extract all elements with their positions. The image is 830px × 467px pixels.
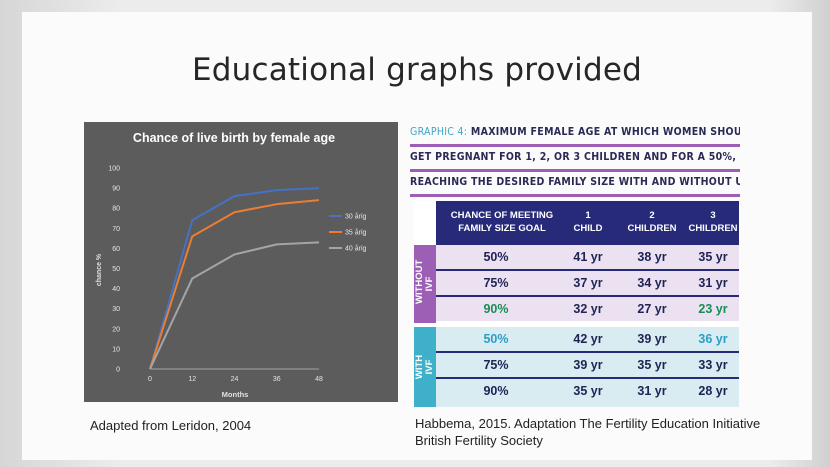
age-table: CHANCE OF MEETING FAMILY SIZE GOAL 1 CHI… [414,201,739,407]
chart-svg: Chance of live birth by female age chanc… [96,131,367,399]
y-tick-label: 0 [116,367,120,374]
header-col1: 1 CHILD [558,209,618,235]
chart-axes: 0 10 20 30 40 50 60 70 80 90 100 0 12 24 36 48 [108,166,323,384]
group-with-ivf-label: WITH IVF [414,354,435,380]
infographic-title-line-3: REACHING THE DESIRED FAMILY SIZE WITH AN… [410,172,740,197]
caption-right: Habbema, 2015. Adaptation The Fertility … [415,415,815,449]
infographic-title-prefix: GRAPHIC 4: [410,126,468,138]
chart-title: Chance of live birth by female age [133,131,335,145]
group-without-ivf: WITHOUT IVF [414,245,436,323]
x-tick-label: 24 [231,376,239,383]
y-tick-label: 90 [112,186,120,193]
legend-label: 40 årig [345,245,367,253]
y-tick-label: 20 [112,326,120,333]
table-row: 90% 32 yr 27 yr 23 yr [436,297,739,325]
x-tick-label: 12 [188,376,196,383]
row-pct: 90% [483,302,509,316]
table-row: 90% 35 yr 31 yr 28 yr [436,379,739,407]
series-line [149,187,320,370]
chart-series-lines [149,187,320,370]
row-col3: 28 yr [698,384,728,398]
header-col1-num: 1 [585,210,591,221]
header-col2-num: 2 [649,210,655,221]
y-tick-label: 10 [112,346,120,353]
slide: Educational graphs provided Chance of li… [22,12,812,460]
row-pct: 50% [483,332,509,346]
row-col1: 42 yr [573,332,603,346]
row-col2: 38 yr [637,250,667,264]
caption-left: Adapted from Leridon, 2004 [90,418,252,433]
group-without-ivf-label: WITHOUT IVF [414,259,435,304]
infographic-title-text-1: MAXIMUM FEMALE AGE AT WHICH WOMEN SHOULD… [470,126,740,138]
row-pct: 50% [483,250,509,264]
series-line [149,199,320,370]
table-row: 75% 37 yr 34 yr 31 yr [436,271,739,297]
header-goal: CHANCE OF MEETING FAMILY SIZE GOAL [450,210,554,234]
caption-right-line-1: Habbema, 2015. Adaptation The Fertility … [415,416,761,431]
header-col2: 2 CHILDREN [622,209,682,235]
header-col3-label: CHILDREN [688,223,738,234]
chart-y-axis-label: chance % [96,253,103,286]
x-tick-label: 0 [148,376,152,383]
line-chart: Chance of live birth by female age chanc… [84,122,398,402]
table-row: 50% 42 yr 39 yr 36 yr [436,327,739,353]
chart-legend: 30 årig 35 årig 40 årig [329,213,367,253]
header-col2-label: CHILDREN [627,223,677,234]
row-col3: 31 yr [698,276,728,290]
table-row: 50% 41 yr 38 yr 35 yr [436,245,739,271]
x-tick-label: 36 [273,376,281,383]
row-col1: 35 yr [573,384,603,398]
x-tick-label: 48 [315,376,323,383]
legend-label: 35 årig [345,229,367,237]
y-tick-label: 50 [112,266,120,273]
caption-right-line-2: British Fertility Society [415,433,543,448]
row-col2: 34 yr [637,276,667,290]
chart-x-axis-label: Months [222,390,249,399]
infographic-title: GRAPHIC 4: MAXIMUM FEMALE AGE AT WHICH W… [410,122,740,197]
row-col2: 31 yr [637,384,667,398]
row-pct: 75% [483,276,509,290]
slide-title: Educational graphs provided [191,52,643,88]
row-pct: 75% [483,358,509,372]
table-header: CHANCE OF MEETING FAMILY SIZE GOAL 1 CHI… [436,201,739,245]
table-row: 75% 39 yr 35 yr 33 yr [436,353,739,379]
header-col3: 3 CHILDREN [686,209,740,235]
header-col1-label: CHILD [573,223,603,234]
row-col3: 23 yr [698,302,728,316]
row-col1: 37 yr [573,276,603,290]
y-tick-label: 40 [112,286,120,293]
row-col1: 39 yr [573,358,603,372]
row-col3: 35 yr [698,250,728,264]
y-tick-label: 30 [112,306,120,313]
series-line [149,241,320,370]
y-tick-label: 60 [112,246,120,253]
row-col1: 32 yr [573,302,603,316]
row-col2: 27 yr [637,302,667,316]
infographic-title-line-1: GRAPHIC 4: MAXIMUM FEMALE AGE AT WHICH W… [410,122,740,147]
y-tick-label: 70 [112,226,120,233]
row-col1: 41 yr [573,250,603,264]
row-col2: 35 yr [637,358,667,372]
row-col2: 39 yr [637,332,667,346]
row-col3: 36 yr [698,332,728,346]
header-col3-num: 3 [710,210,716,221]
y-tick-label: 80 [112,206,120,213]
row-pct: 90% [483,384,509,398]
group-with-ivf: WITH IVF [414,327,436,407]
row-col3: 33 yr [698,358,728,372]
infographic-title-line-2: GET PREGNANT FOR 1, 2, OR 3 CHILDREN AND… [410,147,740,172]
y-tick-label: 100 [108,166,120,173]
legend-label: 30 årig [345,213,367,221]
